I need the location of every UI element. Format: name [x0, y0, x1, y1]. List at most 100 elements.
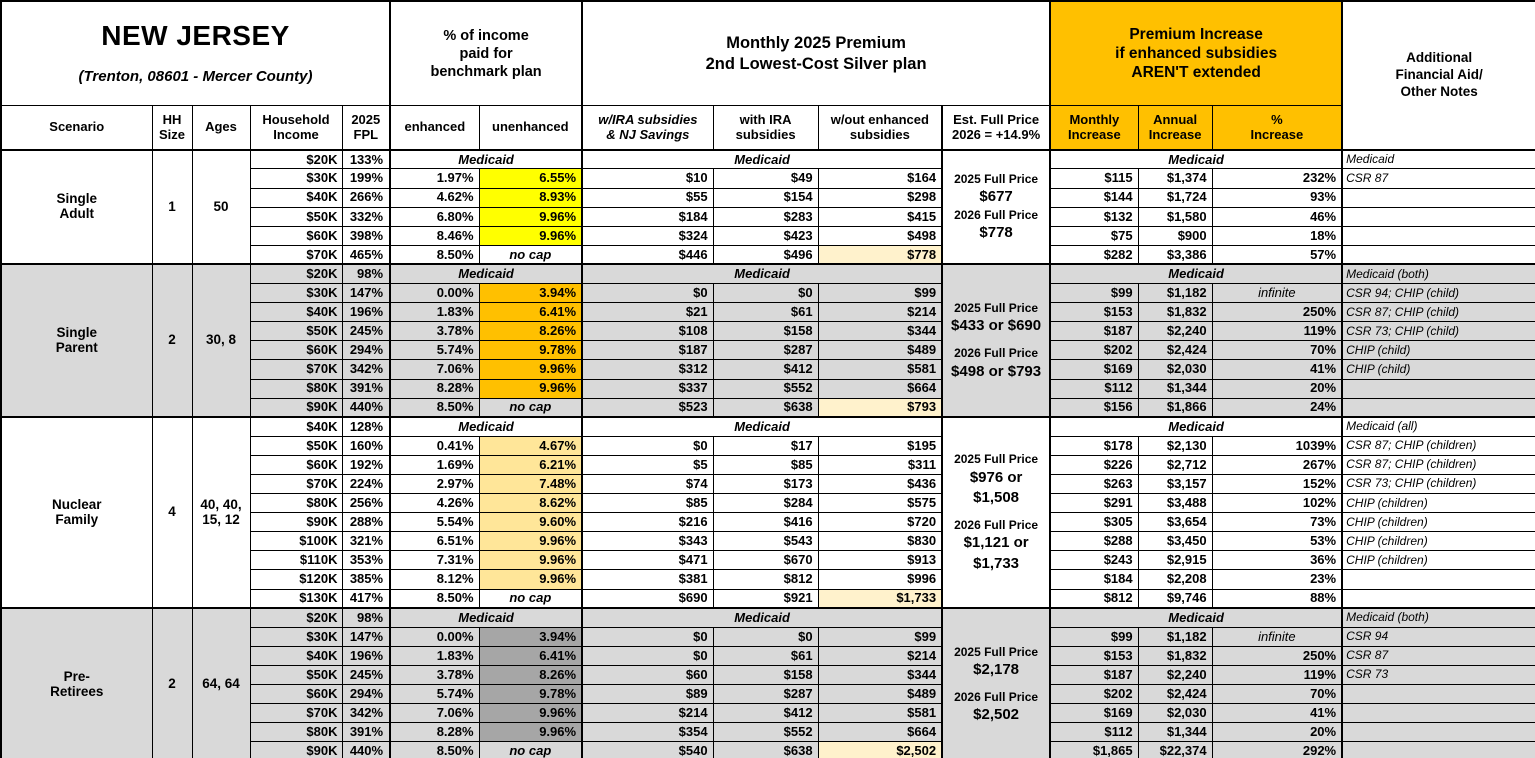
- cell-annual-increase: $1,724: [1137, 187, 1213, 208]
- cell-premium-ira: $670: [712, 550, 819, 571]
- full-price-line: [944, 336, 1048, 345]
- col-header-pct-increase: % Increase: [1211, 105, 1343, 151]
- cell-scenario: Nuclear Family: [0, 416, 153, 609]
- cell-premium-ira: $552: [712, 722, 819, 743]
- cell-notes: Medicaid (both): [1341, 607, 1535, 628]
- cell-annual-increase: $2,030: [1137, 703, 1213, 724]
- cell-premium-ira: $287: [712, 684, 819, 705]
- cell-notes: CHIP (child): [1341, 340, 1535, 361]
- cell-fpl: 98%: [341, 263, 391, 285]
- cell-monthly-increase: $153: [1049, 302, 1139, 323]
- table-row: $60K 294% 5.74% 9.78% $89 $287 $489 $202 $2,424 7…: [1, 684, 1535, 705]
- cell-premium-none: $489: [817, 340, 944, 361]
- cell-premium-none: $575: [817, 493, 944, 514]
- cell-monthly-increase: $187: [1049, 664, 1139, 686]
- cell-fpl: 353%: [341, 550, 391, 571]
- cell-enhanced: 1.69%: [389, 454, 480, 475]
- cell-unenhanced: 8.93%: [478, 187, 583, 208]
- cell-pct-increase: 23%: [1211, 569, 1343, 590]
- table-row: $90K 440% 8.50% no cap $540 $638 $2,502 $1,865 $…: [1, 741, 1535, 758]
- cell-enhanced: 8.12%: [389, 569, 480, 590]
- cell-income: $70K: [249, 359, 343, 380]
- cell-pct-increase: 1039%: [1211, 435, 1343, 456]
- cell-unenhanced: 8.26%: [478, 321, 583, 342]
- cell-fpl: 199%: [341, 168, 391, 189]
- cell-premium-ira: $61: [712, 302, 819, 323]
- cell-premium-ira-nj: $60: [581, 664, 714, 686]
- cell-enhanced: 6.80%: [389, 206, 480, 227]
- table-row: $90K 440% 8.50% no cap $523 $638 $793 $156 $1,86…: [1, 397, 1535, 418]
- table-row: Nuclear Family 4 40, 40, 15, 12 $40K 128% Med…: [0, 416, 1535, 609]
- cell-annual-increase: $2,030: [1137, 359, 1213, 380]
- cell-notes: CHIP (children): [1341, 531, 1535, 552]
- cell-medicaid: Medicaid: [389, 263, 583, 285]
- full-price-line: $1,733: [973, 554, 1020, 572]
- cell-medicaid: Medicaid: [581, 416, 943, 437]
- cell-premium-ira-nj: $89: [581, 684, 714, 705]
- cell-income: $120K: [249, 569, 343, 590]
- cell-income: $50K: [249, 206, 343, 227]
- cell-pct-increase: 20%: [1211, 722, 1343, 743]
- cell-annual-increase: $2,240: [1137, 321, 1213, 342]
- cell-enhanced: 0.41%: [389, 435, 480, 456]
- cell-annual-increase: $1,832: [1137, 645, 1213, 666]
- cell-monthly-increase: $187: [1049, 321, 1139, 342]
- table-row: $50K 245% 3.78% 8.26% $60 $158 $344 $187 $2,240 1…: [1, 664, 1535, 686]
- cell-unenhanced: no cap: [478, 741, 583, 758]
- cell-income: $60K: [249, 340, 343, 361]
- cell-unenhanced: 9.96%: [478, 206, 583, 227]
- full-price-line: 2025 Full Price: [954, 644, 1039, 659]
- cell-unenhanced: 9.96%: [478, 703, 583, 724]
- full-price-line: [944, 680, 1048, 689]
- col-header-income: Household Income: [249, 105, 343, 151]
- cell-premium-none: $415: [817, 206, 944, 227]
- cell-pct-increase: 41%: [1211, 359, 1343, 380]
- cell-premium-none: $436: [817, 473, 944, 495]
- cell-pct-increase: 119%: [1211, 664, 1343, 686]
- cell-notes: CHIP (child): [1341, 359, 1535, 380]
- cell-fpl: 147%: [341, 283, 391, 304]
- cell-pct-increase: 88%: [1211, 588, 1343, 609]
- increase-group-header: Premium Increase if enhanced subsidies A…: [1049, 0, 1343, 107]
- col-header-scenario: Scenario: [0, 105, 153, 151]
- cell-notes: [1341, 397, 1535, 418]
- cell-monthly-increase: $115: [1049, 168, 1139, 189]
- table-row: $60K 192% 1.69% 6.21% $5 $85 $311 $226 $2,712 267…: [1, 454, 1535, 475]
- cell-monthly-increase: $112: [1049, 722, 1139, 743]
- full-price-line: 2025 Full Price: [954, 300, 1039, 315]
- cell-premium-ira-nj: $312: [581, 359, 714, 380]
- cell-premium-ira: $416: [712, 512, 819, 533]
- cell-fpl: 391%: [341, 378, 391, 399]
- cell-premium-ira: $85: [712, 454, 819, 475]
- cell-unenhanced: no cap: [478, 588, 583, 609]
- cell-premium-ira: $412: [712, 703, 819, 724]
- cell-income: $50K: [249, 435, 343, 456]
- cell-income: $110K: [249, 550, 343, 571]
- cell-monthly-increase: $99: [1049, 626, 1139, 647]
- cell-premium-none: $664: [817, 378, 944, 399]
- cell-premium-none: $298: [817, 187, 944, 208]
- cell-premium-none: $830: [817, 531, 944, 552]
- cell-hh-size: 2: [151, 263, 193, 418]
- cell-income: $40K: [249, 302, 343, 323]
- cell-premium-ira: $552: [712, 378, 819, 399]
- cell-premium-ira-nj: $74: [581, 473, 714, 495]
- cell-fpl: 342%: [341, 359, 391, 380]
- cell-enhanced: 8.28%: [389, 378, 480, 399]
- cell-premium-ira: $158: [712, 664, 819, 686]
- cell-annual-increase: $3,654: [1137, 512, 1213, 533]
- cell-enhanced: 7.06%: [389, 359, 480, 380]
- cell-monthly-increase: $812: [1049, 588, 1139, 609]
- cell-premium-ira: $283: [712, 206, 819, 227]
- cell-notes: CSR 87: [1341, 645, 1535, 666]
- cell-income: $60K: [249, 454, 343, 475]
- cell-monthly-increase: $169: [1049, 703, 1139, 724]
- cell-premium-ira-nj: $446: [581, 244, 714, 265]
- cell-unenhanced: 6.41%: [478, 302, 583, 323]
- cell-scenario: Pre- Retirees: [0, 607, 153, 758]
- cell-income: $50K: [249, 321, 343, 342]
- cell-income: $70K: [249, 703, 343, 724]
- cell-premium-ira-nj: $523: [581, 397, 714, 418]
- cell-premium-none: $793: [817, 397, 944, 418]
- cell-monthly-increase: $243: [1049, 550, 1139, 571]
